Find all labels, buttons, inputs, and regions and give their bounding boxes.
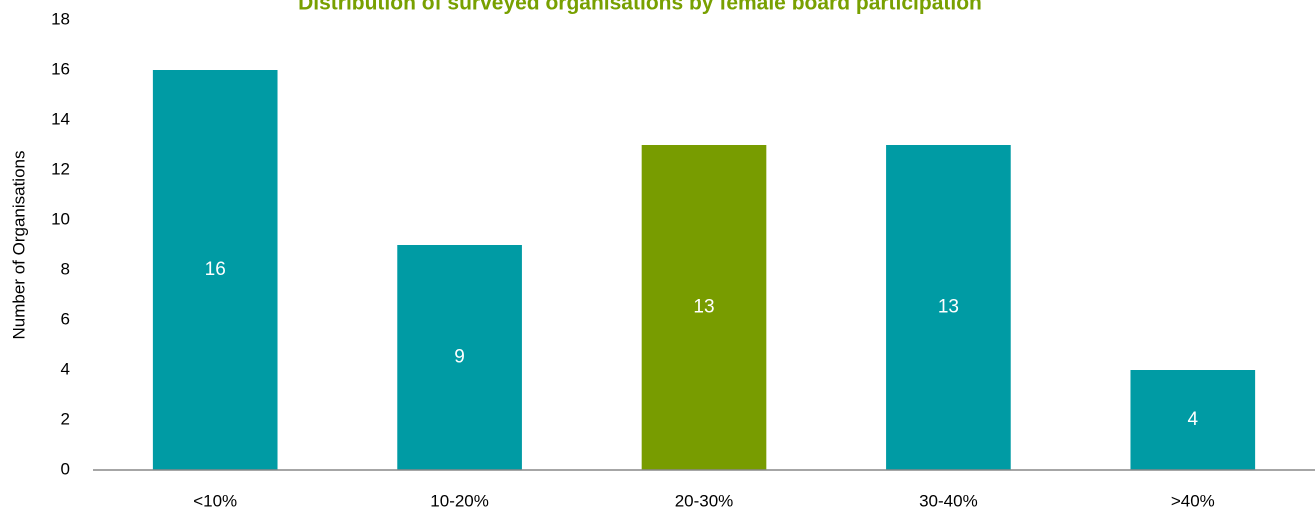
y-tick-label: 10	[51, 209, 70, 228]
y-tick-label: 8	[61, 259, 70, 278]
x-tick-label: 20-30%	[675, 491, 734, 510]
y-tick-label: 6	[61, 309, 70, 328]
bar	[886, 145, 1011, 470]
x-tick-label: <10%	[193, 491, 237, 510]
data-label: 13	[693, 297, 714, 318]
x-tick-label: 30-40%	[919, 491, 978, 510]
x-tick-label: 10-20%	[430, 491, 489, 510]
y-tick-label: 16	[51, 59, 70, 78]
data-label: 16	[205, 259, 226, 280]
y-tick-label: 18	[51, 9, 70, 28]
y-tick-label: 14	[51, 109, 70, 128]
data-label: 13	[938, 297, 959, 318]
y-tick-label: 12	[51, 159, 70, 178]
y-tick-label: 4	[61, 359, 70, 378]
bar	[397, 245, 522, 470]
y-axis-label: Number of Organisations	[9, 151, 28, 340]
bar	[1130, 370, 1256, 470]
y-tick-label: 0	[61, 459, 70, 478]
chart-title: Distribution of surveyed organisations b…	[298, 0, 982, 15]
bar	[641, 145, 767, 470]
y-tick-label: 2	[61, 409, 70, 428]
data-label: 4	[1188, 409, 1199, 430]
bar	[152, 70, 278, 470]
x-tick-label: >40%	[1171, 491, 1215, 510]
data-label: 9	[454, 347, 465, 368]
